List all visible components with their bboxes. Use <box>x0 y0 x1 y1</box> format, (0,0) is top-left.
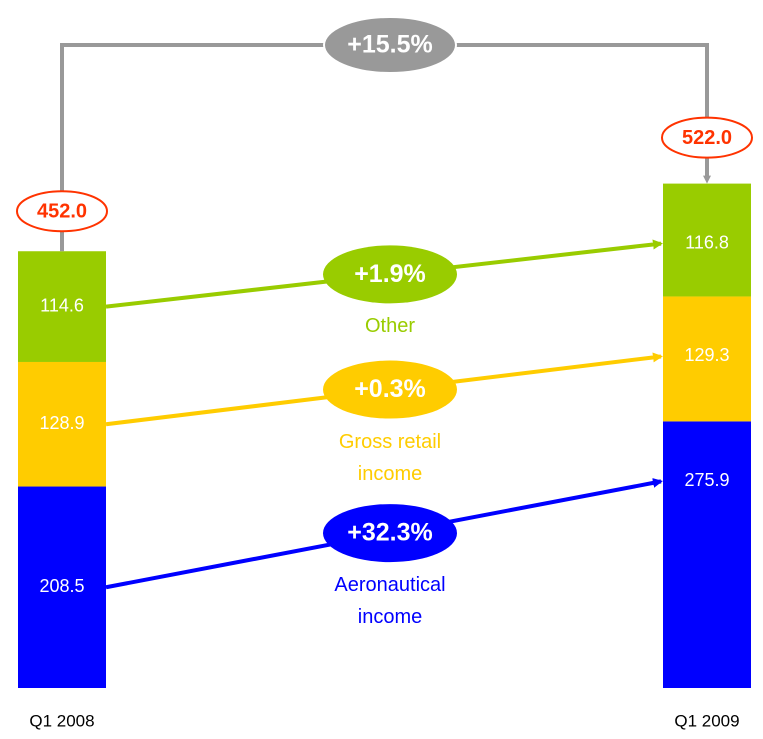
total-change-label: +15.5% <box>347 31 433 59</box>
x-tick-label: Q1 2008 <box>29 711 94 730</box>
bar-segment <box>663 296 751 422</box>
value-label: 114.6 <box>40 295 84 315</box>
bar-segment <box>18 251 106 362</box>
value-label: 208.5 <box>39 576 84 596</box>
total-label: 522.0 <box>682 127 732 149</box>
bar-segment <box>663 183 751 297</box>
change-label: +32.3% <box>347 519 433 547</box>
change-badge <box>323 245 457 304</box>
value-label: 129.3 <box>684 345 729 365</box>
total-label: 452.0 <box>37 201 87 223</box>
value-label: 128.9 <box>39 413 84 433</box>
change-badge <box>323 504 457 563</box>
bar-segment <box>18 486 106 688</box>
value-label: 116.8 <box>685 232 729 252</box>
total-connector <box>60 43 711 252</box>
value-label: 275.9 <box>684 470 729 490</box>
total-badge <box>16 190 108 233</box>
bar-segment <box>663 421 751 688</box>
change-label: +1.9% <box>354 260 426 288</box>
change-badge <box>323 360 457 419</box>
bar-segment <box>18 361 106 487</box>
series-name: Aeronautical income <box>334 574 446 629</box>
series-name: Other <box>364 315 416 338</box>
total-change-badge <box>323 16 457 74</box>
change-label: +0.3% <box>354 375 426 403</box>
total-badge <box>661 116 753 159</box>
series-name: Gross retail income <box>338 430 442 485</box>
x-tick-label: Q1 2009 <box>674 711 739 730</box>
